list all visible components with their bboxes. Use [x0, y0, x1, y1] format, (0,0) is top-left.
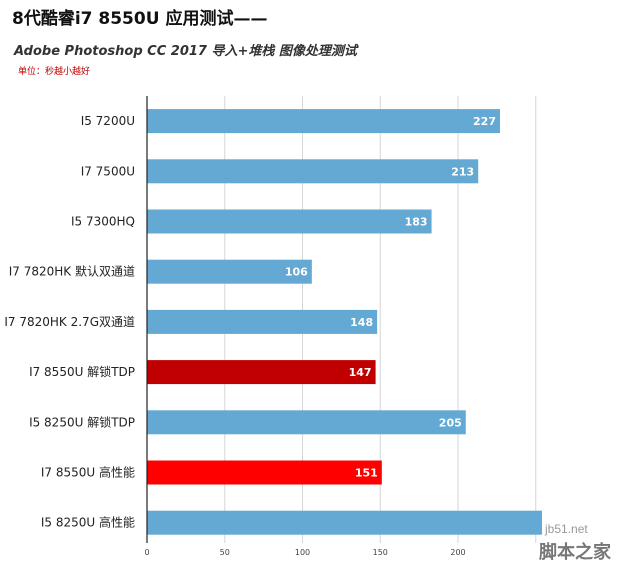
bar — [147, 109, 500, 134]
x-tick-label: 50 — [220, 548, 230, 557]
bar-value-label: 227 — [473, 115, 496, 128]
bar — [147, 309, 378, 334]
bar-value-label: 205 — [439, 416, 462, 429]
category-label: I5 8250U 高性能 — [41, 515, 135, 530]
category-label: I7 7820HK 2.7G双通道 — [4, 315, 135, 329]
chart-title: 8代酷睿i7 8550U 应用测试—— — [12, 9, 268, 29]
bar-value-label: 183 — [405, 216, 428, 229]
watermark-url: jb51.net — [545, 522, 588, 536]
category-label: I5 8250U 解锁TDP — [29, 414, 135, 429]
bar — [147, 209, 432, 234]
category-label: I7 7820HK 默认双通道 — [9, 264, 135, 279]
bar-value-label: 106 — [285, 266, 308, 279]
bar-value-label: 213 — [451, 165, 474, 178]
chart-subtitle: Adobe Photoshop CC 2017 导入+堆栈 图像处理测试 — [14, 44, 357, 59]
category-labels: I5 7200U I7 7500U I5 7300HQ I7 7820HK 默认双通道… — [4, 114, 135, 530]
bar — [147, 510, 542, 535]
x-tick-label: 0 — [144, 548, 149, 557]
bar-value-label: 147 — [349, 366, 372, 379]
bar — [147, 410, 466, 435]
bar — [147, 460, 382, 485]
category-label: I5 7300HQ — [71, 215, 135, 229]
category-label: I5 7200U — [81, 114, 135, 128]
x-tick-labels: 0 50 100 150 200 — [144, 548, 465, 557]
watermark-text: 脚本之家 — [539, 542, 611, 563]
category-label: I7 8550U 解锁TDP — [29, 364, 135, 379]
bar-value-label: 151 — [355, 467, 378, 480]
unit-note: 单位：秒越小越好 — [18, 67, 91, 77]
x-tick-label: 150 — [373, 548, 388, 557]
bar-value-label: 148 — [350, 316, 373, 329]
bars: 227 213 183 106 148 147 205 151 — [147, 109, 542, 535]
bar — [147, 159, 479, 184]
category-label: I7 7500U — [81, 164, 135, 178]
bar — [147, 360, 376, 385]
category-label: I7 8550U 高性能 — [41, 465, 135, 480]
x-tick-label: 200 — [450, 548, 465, 557]
x-tick-label: 100 — [295, 548, 310, 557]
bar — [147, 259, 312, 284]
